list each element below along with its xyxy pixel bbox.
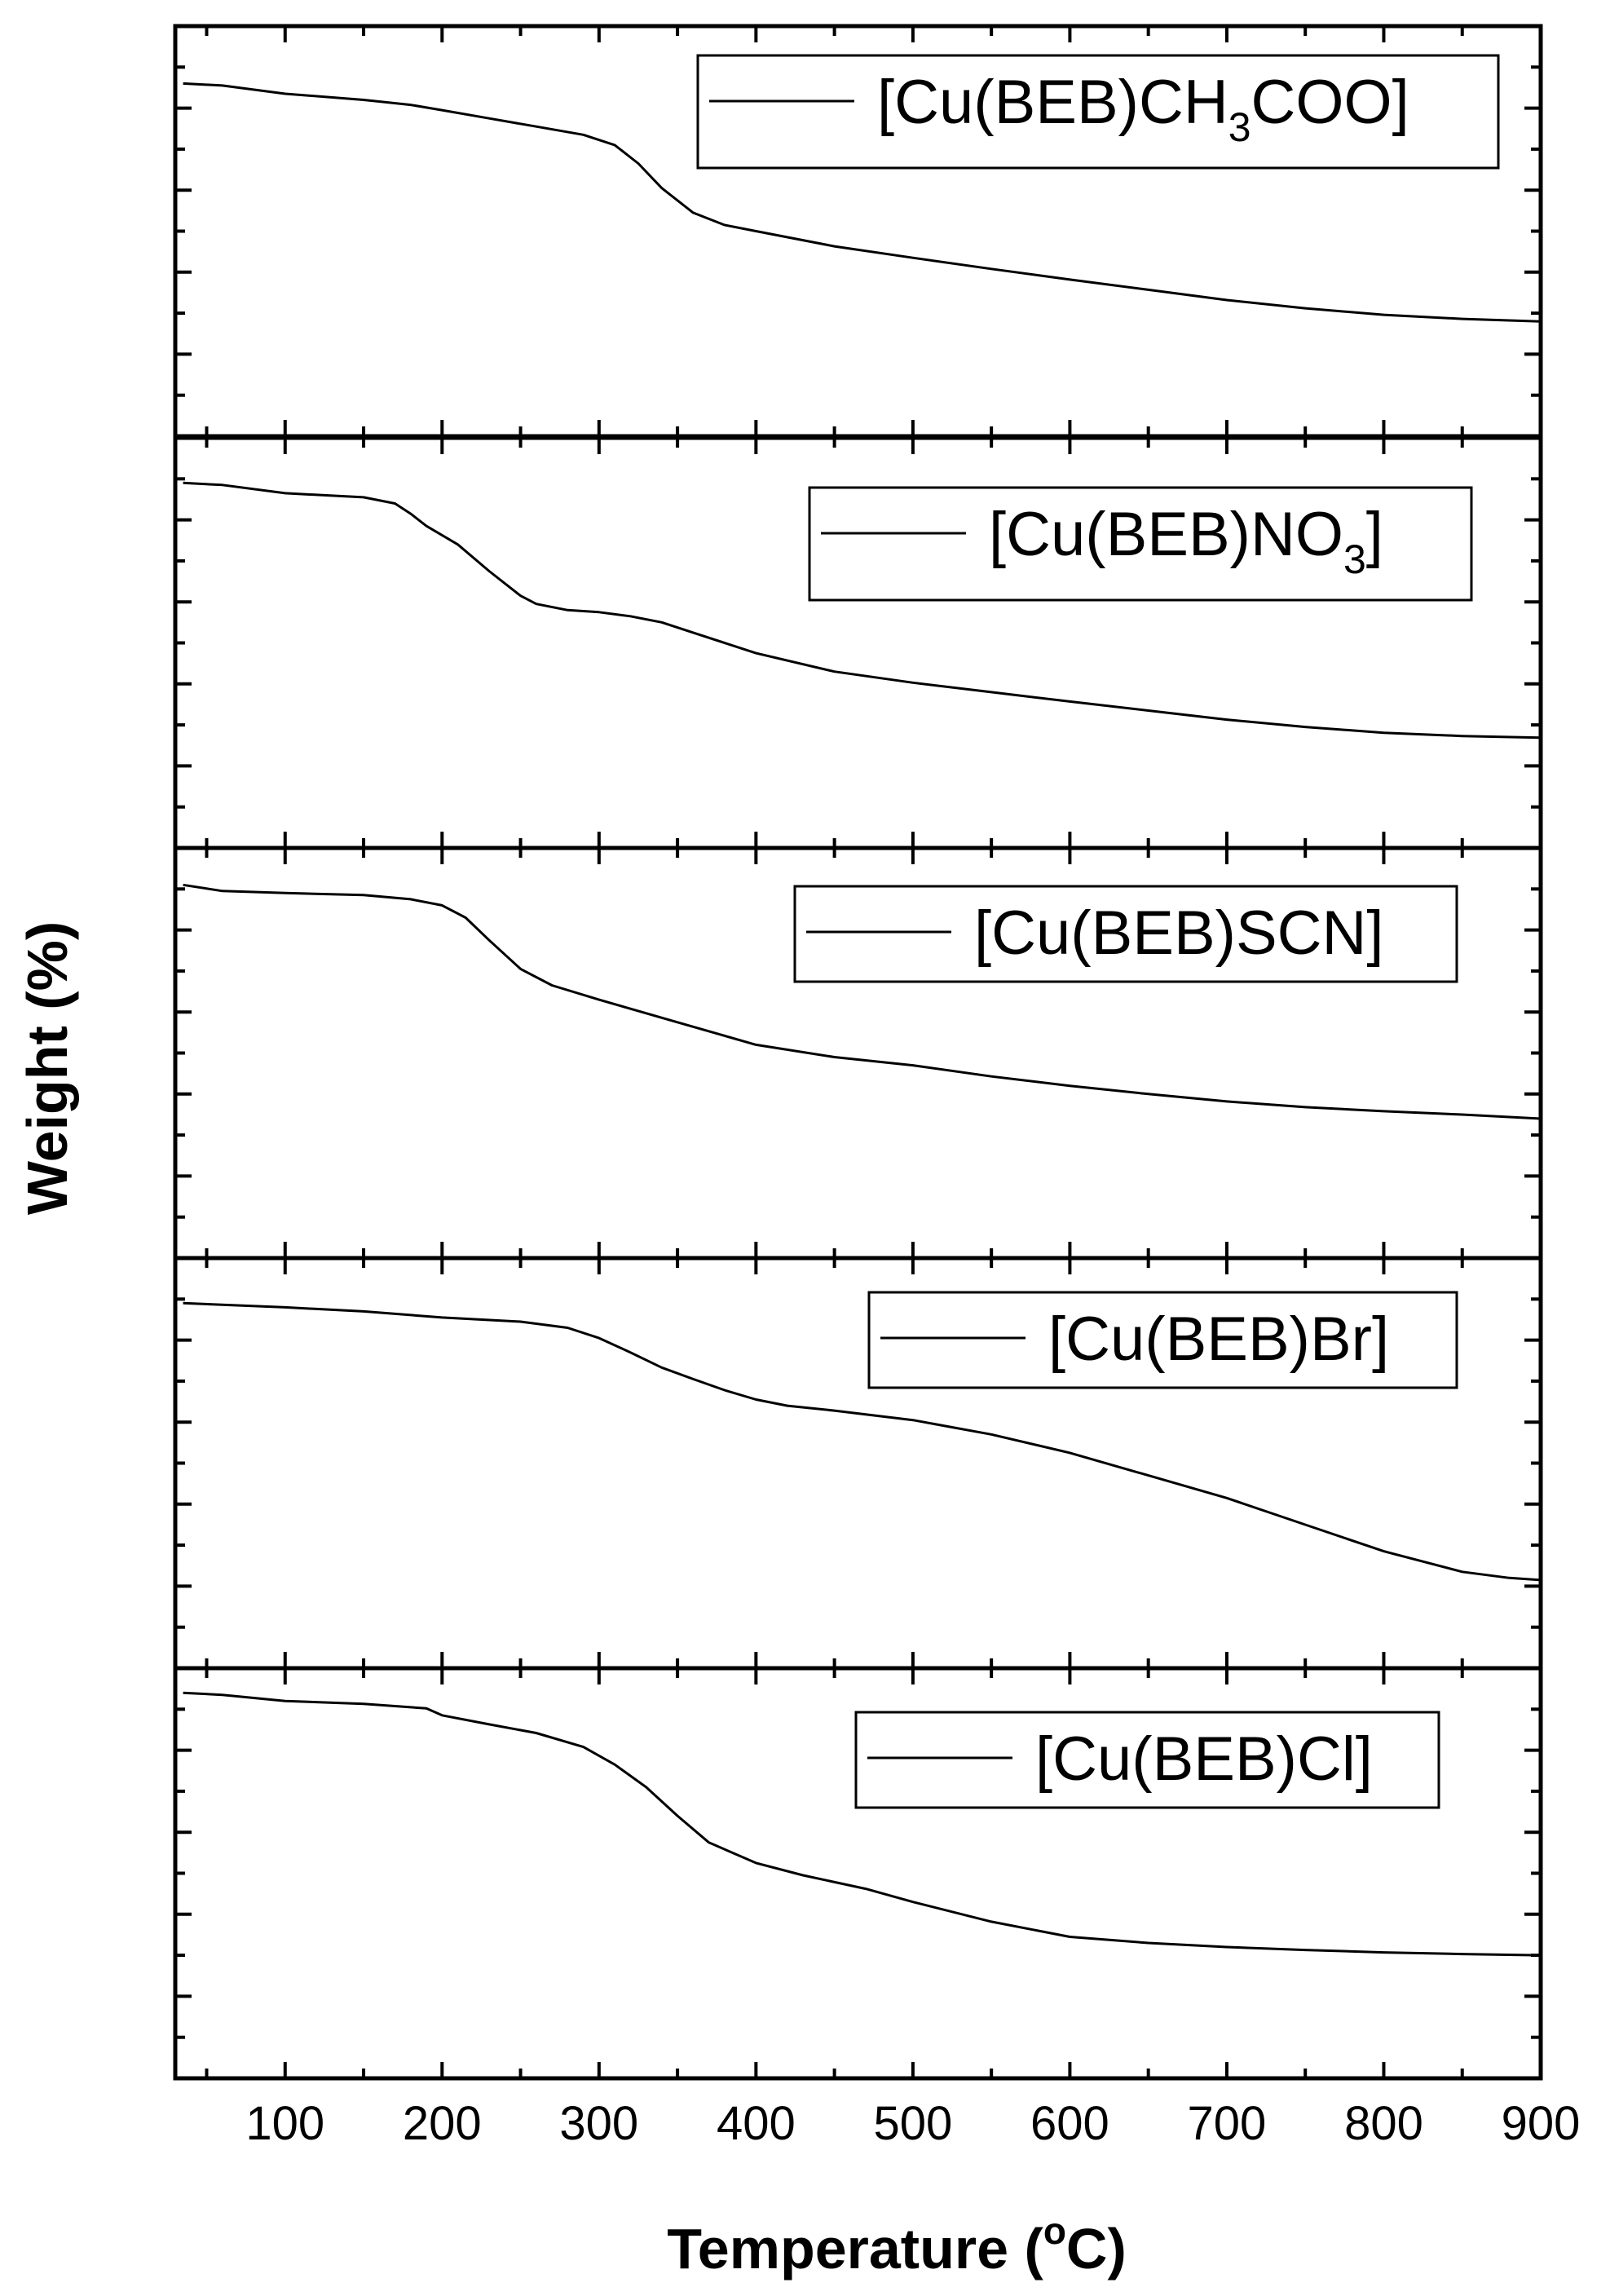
legend-2: [Cu(BEB)NO3] (808, 486, 1473, 602)
legend-label: [Cu(BEB)NO3] (989, 500, 1383, 582)
x-tick-label: 600 (1030, 2097, 1109, 2150)
legend-label: [Cu(BEB)Cl] (1035, 1724, 1373, 1794)
panel-3: [Cu(BEB)SCN] (173, 846, 1543, 1261)
series-line-3 (183, 883, 1542, 1120)
legend-label-subscript: 3 (1343, 536, 1366, 582)
panels-group: [Cu(BEB)CH3COO][Cu(BEB)NO3][Cu(BEB)SCN][… (173, 24, 1543, 2081)
legend-label-text-end: COO] (1251, 68, 1409, 137)
x-tick-label: 800 (1344, 2097, 1423, 2150)
legend-box (808, 486, 1473, 602)
legend-4: [Cu(BEB)Br] (867, 1291, 1458, 1389)
x-tick-label: 100 (245, 2097, 324, 2150)
x-tick-label: 300 (559, 2097, 638, 2150)
x-tick-label: 500 (873, 2097, 952, 2150)
legend-label-text: [Cu(BEB)NO (989, 500, 1343, 569)
legend-label-text-end: ] (1366, 500, 1383, 569)
y-axis-label: Weight (%) (15, 921, 79, 1215)
panel-5: [Cu(BEB)Cl] (173, 1666, 1543, 2081)
x-tick-label: 900 (1502, 2097, 1581, 2150)
legend-label-text: [Cu(BEB)SCN] (974, 899, 1384, 968)
legend-label: [Cu(BEB)SCN] (974, 899, 1384, 968)
legend-label: [Cu(BEB)Br] (1048, 1305, 1389, 1374)
legend-label-text: [Cu(BEB)CH (877, 68, 1228, 137)
x-axis-label-degree: o (1043, 2210, 1066, 2252)
legend-5: [Cu(BEB)Cl] (854, 1711, 1440, 1809)
legend-box (793, 885, 1458, 983)
x-axis-label-unit: C) (1066, 2217, 1127, 2281)
series-line-4 (183, 1301, 1542, 1582)
series-line-5 (183, 1691, 1542, 1957)
legend-box (867, 1291, 1458, 1389)
legend-label: [Cu(BEB)CH3COO] (877, 68, 1409, 150)
x-axis-label-text: Temperature ( (667, 2217, 1043, 2281)
legend-label-text: [Cu(BEB)Br] (1048, 1305, 1389, 1374)
x-tick-label: 200 (403, 2097, 482, 2150)
legend-label-text: [Cu(BEB)Cl] (1035, 1724, 1373, 1794)
legend-3: [Cu(BEB)SCN] (793, 885, 1458, 983)
x-tick-label: 400 (717, 2097, 796, 2150)
series-line-2 (183, 481, 1542, 740)
series-line-1 (183, 82, 1542, 323)
panel-2: [Cu(BEB)NO3] (173, 435, 1543, 850)
legend-box (696, 54, 1500, 170)
panel-1: [Cu(BEB)CH3COO] (173, 24, 1543, 439)
legend-label-subscript: 3 (1228, 104, 1251, 150)
legend-1: [Cu(BEB)CH3COO] (696, 54, 1500, 170)
x-tick-label: 700 (1188, 2097, 1267, 2150)
panel-4: [Cu(BEB)Br] (173, 1256, 1543, 1671)
x-axis-ticks: 100 200 300 400 500 600 700 800 900 (245, 2097, 1580, 2150)
x-axis-label: Temperature (oC) (667, 2210, 1127, 2281)
legend-box (854, 1711, 1440, 1809)
